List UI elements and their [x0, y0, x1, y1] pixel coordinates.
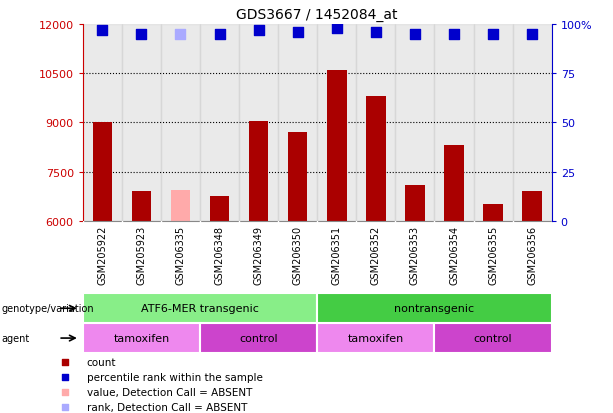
Text: GSM206352: GSM206352: [371, 225, 381, 284]
Bar: [444, 146, 464, 221]
Text: nontransgenic: nontransgenic: [394, 304, 474, 313]
Bar: [522, 192, 542, 221]
Text: rank, Detection Call = ABSENT: rank, Detection Call = ABSENT: [86, 402, 247, 412]
Bar: [318, 323, 435, 353]
Text: count: count: [86, 357, 116, 367]
Bar: [318, 294, 552, 323]
Point: [175, 31, 185, 38]
Point: [332, 26, 341, 32]
Bar: [435, 323, 552, 353]
Text: GSM206355: GSM206355: [488, 225, 498, 284]
Text: control: control: [239, 333, 278, 343]
Bar: [200, 25, 239, 221]
Text: GSM205922: GSM205922: [97, 225, 107, 284]
Bar: [366, 97, 386, 221]
Bar: [288, 133, 308, 221]
Bar: [200, 323, 318, 353]
Text: GSM206349: GSM206349: [254, 225, 264, 284]
Text: tamoxifen: tamoxifen: [113, 333, 170, 343]
Point: [254, 27, 264, 34]
Point: [293, 29, 303, 36]
Text: GSM205923: GSM205923: [136, 225, 147, 284]
Point: [410, 31, 420, 38]
Bar: [327, 71, 346, 221]
Text: GSM206354: GSM206354: [449, 225, 459, 284]
Text: GSM206348: GSM206348: [215, 225, 224, 284]
Bar: [170, 190, 190, 221]
Point: [137, 31, 147, 38]
Bar: [318, 25, 356, 221]
Point: [61, 404, 70, 411]
Title: GDS3667 / 1452084_at: GDS3667 / 1452084_at: [237, 8, 398, 22]
Text: GSM206350: GSM206350: [292, 225, 303, 284]
Point: [371, 29, 381, 36]
Text: ATF6-MER transgenic: ATF6-MER transgenic: [141, 304, 259, 313]
Text: GSM206356: GSM206356: [527, 225, 537, 284]
Text: tamoxifen: tamoxifen: [348, 333, 404, 343]
Bar: [278, 25, 318, 221]
Point: [527, 31, 537, 38]
Text: GSM206353: GSM206353: [410, 225, 420, 284]
Text: value, Detection Call = ABSENT: value, Detection Call = ABSENT: [86, 387, 252, 397]
Text: GSM206351: GSM206351: [332, 225, 342, 284]
Bar: [395, 25, 435, 221]
Text: percentile rank within the sample: percentile rank within the sample: [86, 372, 262, 382]
Bar: [435, 25, 474, 221]
Bar: [405, 185, 425, 221]
Bar: [512, 25, 552, 221]
Bar: [83, 25, 122, 221]
Bar: [83, 323, 200, 353]
Bar: [83, 294, 318, 323]
Bar: [249, 121, 268, 221]
Bar: [483, 205, 503, 221]
Text: genotype/variation: genotype/variation: [1, 304, 94, 313]
Point: [61, 359, 70, 366]
Text: agent: agent: [1, 333, 29, 343]
Bar: [239, 25, 278, 221]
Text: control: control: [474, 333, 512, 343]
Bar: [474, 25, 512, 221]
Bar: [210, 197, 229, 221]
Bar: [161, 25, 200, 221]
Bar: [93, 123, 112, 221]
Point: [215, 31, 224, 38]
Bar: [122, 25, 161, 221]
Point: [61, 389, 70, 395]
Text: GSM206335: GSM206335: [175, 225, 186, 284]
Point: [61, 374, 70, 380]
Point: [449, 31, 459, 38]
Bar: [132, 192, 151, 221]
Point: [488, 31, 498, 38]
Point: [97, 27, 107, 34]
Bar: [356, 25, 395, 221]
